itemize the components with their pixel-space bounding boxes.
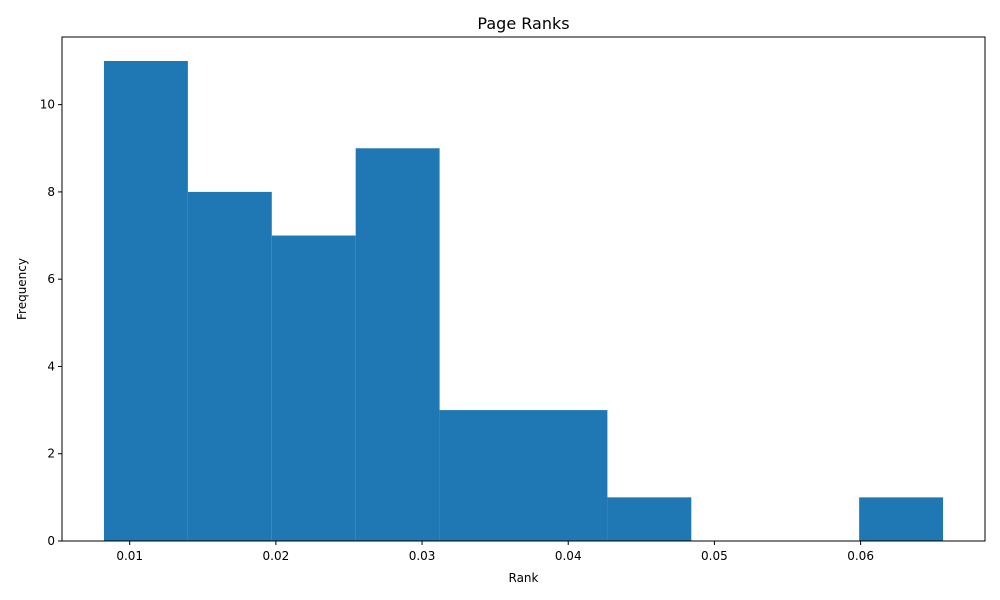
bars-group — [103, 61, 944, 542]
y-tick-label-6: 10 — [40, 98, 55, 112]
histogram-bar-3 — [271, 235, 356, 541]
y-tick-label-5: 8 — [47, 185, 55, 199]
x-tick-label-5: 0.05 — [701, 549, 728, 563]
x-axis-ticks: 0.01 0.02 0.03 0.04 0.05 0.06 — [116, 541, 874, 563]
histogram-bar-7 — [607, 497, 692, 541]
y-tick-label-1: 0 — [47, 534, 55, 548]
histogram-bar-5 — [439, 410, 524, 541]
x-axis-label: Rank — [509, 571, 539, 585]
x-tick-label-3: 0.03 — [409, 549, 436, 563]
y-tick-label-4: 6 — [47, 272, 55, 286]
histogram-bar-6 — [523, 410, 608, 541]
chart-title: Page Ranks — [477, 14, 569, 33]
histogram-bar-2 — [187, 191, 272, 541]
x-tick-label-6: 0.06 — [847, 549, 874, 563]
axes-frame — [61, 36, 986, 542]
x-tick-label-4: 0.04 — [555, 549, 582, 563]
histogram-bar-10 — [859, 497, 944, 541]
y-tick-label-3: 4 — [47, 359, 55, 373]
histogram-bar-1 — [103, 61, 188, 541]
x-tick-label-2: 0.02 — [263, 549, 290, 563]
y-axis-ticks: 0 2 4 6 8 10 — [40, 98, 62, 548]
histogram-bar-4 — [355, 148, 440, 542]
y-tick-label-2: 2 — [47, 447, 55, 461]
x-tick-label-1: 0.01 — [116, 549, 143, 563]
y-axis-label: Frequency — [15, 258, 29, 320]
